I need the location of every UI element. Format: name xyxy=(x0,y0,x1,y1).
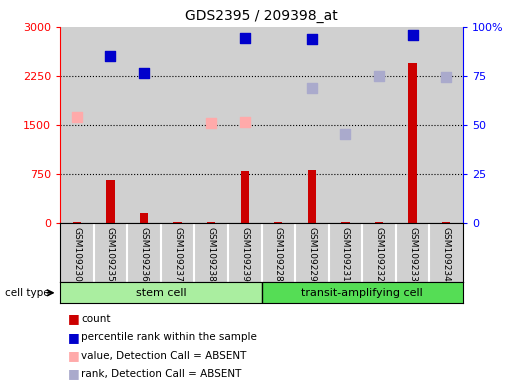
Text: ■: ■ xyxy=(68,312,79,325)
Point xyxy=(308,36,316,42)
Text: value, Detection Call = ABSENT: value, Detection Call = ABSENT xyxy=(81,351,246,361)
Bar xyxy=(341,222,349,223)
Text: GSM109232: GSM109232 xyxy=(374,227,383,282)
Bar xyxy=(362,27,396,223)
Bar xyxy=(328,27,362,223)
Text: GSM109236: GSM109236 xyxy=(140,227,149,282)
Point xyxy=(341,131,349,137)
Bar xyxy=(60,27,94,223)
Title: GDS2395 / 209398_at: GDS2395 / 209398_at xyxy=(185,9,338,23)
Point xyxy=(442,74,450,80)
Point xyxy=(207,120,215,126)
Text: rank, Detection Call = ABSENT: rank, Detection Call = ABSENT xyxy=(81,369,242,379)
Text: GSM109235: GSM109235 xyxy=(106,227,115,282)
Text: GSM109237: GSM109237 xyxy=(173,227,182,282)
Text: GSM109233: GSM109233 xyxy=(408,227,417,282)
Text: GSM109228: GSM109228 xyxy=(274,227,283,282)
Bar xyxy=(161,27,195,223)
Bar xyxy=(241,171,249,223)
Point xyxy=(140,70,148,76)
Bar xyxy=(73,222,81,223)
Bar xyxy=(94,27,127,223)
Bar xyxy=(228,27,262,223)
Bar xyxy=(308,170,316,223)
Bar xyxy=(274,222,282,223)
Bar xyxy=(195,27,228,223)
Text: ■: ■ xyxy=(68,331,79,344)
Bar xyxy=(429,27,463,223)
Point xyxy=(106,53,115,59)
Bar xyxy=(295,27,328,223)
Text: GSM109238: GSM109238 xyxy=(207,227,215,282)
Text: GSM109230: GSM109230 xyxy=(72,227,82,282)
Bar xyxy=(375,222,383,223)
Text: count: count xyxy=(81,314,110,324)
Point xyxy=(73,114,81,120)
Bar xyxy=(408,63,417,223)
Bar xyxy=(396,27,429,223)
Point xyxy=(408,32,417,38)
Bar xyxy=(262,27,295,223)
Text: percentile rank within the sample: percentile rank within the sample xyxy=(81,332,257,342)
Text: stem cell: stem cell xyxy=(135,288,186,298)
Text: ■: ■ xyxy=(68,349,79,362)
Point xyxy=(241,119,249,125)
Text: GSM109229: GSM109229 xyxy=(308,227,316,282)
Bar xyxy=(442,222,450,223)
Bar xyxy=(207,222,215,223)
Bar xyxy=(60,282,262,303)
Text: transit-amplifying cell: transit-amplifying cell xyxy=(301,288,423,298)
Point xyxy=(308,85,316,91)
Text: GSM109231: GSM109231 xyxy=(341,227,350,282)
Point xyxy=(375,73,383,79)
Point xyxy=(241,35,249,41)
Bar xyxy=(140,213,148,223)
Text: cell type: cell type xyxy=(5,288,50,298)
Text: ■: ■ xyxy=(68,367,79,381)
Text: GSM109239: GSM109239 xyxy=(240,227,249,282)
Bar xyxy=(127,27,161,223)
Bar xyxy=(174,222,182,223)
Bar xyxy=(106,180,115,223)
Text: GSM109234: GSM109234 xyxy=(441,227,451,282)
Bar xyxy=(262,282,463,303)
